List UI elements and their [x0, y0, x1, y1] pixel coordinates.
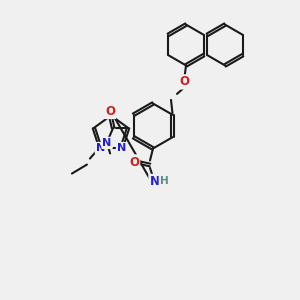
Text: N: N	[117, 143, 126, 153]
Text: N: N	[103, 138, 112, 148]
Text: O: O	[179, 75, 190, 88]
Text: H: H	[160, 176, 169, 187]
Text: N: N	[149, 175, 160, 188]
Text: O: O	[105, 105, 115, 118]
Text: N: N	[96, 143, 105, 153]
Text: O: O	[129, 155, 139, 169]
